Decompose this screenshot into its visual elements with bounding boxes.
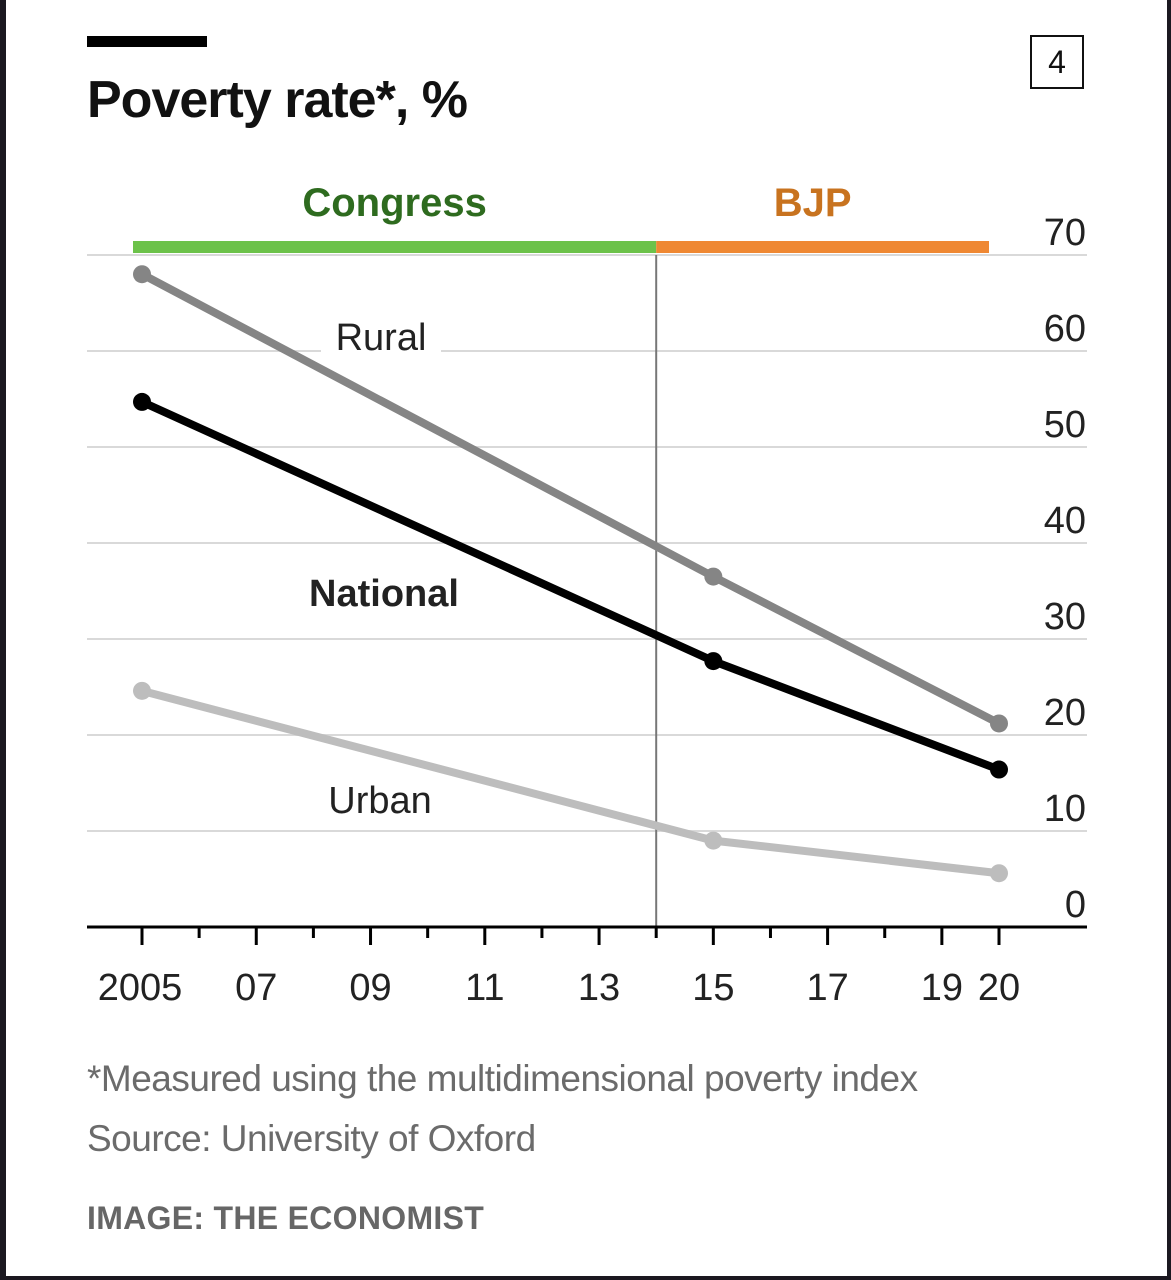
- data-point-urban: [704, 831, 723, 850]
- y-tick-label: 70: [1044, 212, 1086, 254]
- economist-top-rule: [87, 36, 207, 47]
- y-tick-label: 0: [1065, 884, 1086, 926]
- data-point-national: [990, 760, 1008, 779]
- data-point-rural: [133, 265, 151, 284]
- data-point-urban: [990, 864, 1008, 883]
- x-tick-label: 17: [806, 967, 848, 1009]
- series-label-national: National: [309, 573, 459, 615]
- x-tick-label: 11: [465, 967, 504, 1009]
- x-tick-label: 15: [692, 967, 734, 1009]
- data-point-rural: [704, 567, 723, 586]
- series-line-national: [138, 397, 1003, 774]
- period-label-congress: Congress: [302, 181, 487, 225]
- chart-number-badge: 4: [1030, 35, 1084, 89]
- source-note: Source: University of Oxford: [87, 1118, 536, 1159]
- series-label-bg: [321, 314, 441, 360]
- x-tick-label: 19: [921, 967, 963, 1009]
- data-point-national: [704, 652, 723, 671]
- series-line-rural: [138, 270, 1003, 728]
- y-tick-label: 40: [1044, 500, 1086, 542]
- y-tick-label: 20: [1044, 692, 1086, 734]
- data-point-rural: [990, 714, 1008, 733]
- y-tick-label: 50: [1044, 404, 1086, 446]
- chart-title: Poverty rate*, %: [87, 71, 468, 129]
- x-tick-label: 2005: [98, 967, 183, 1009]
- data-point-urban: [133, 681, 151, 700]
- footnote: *Measured using the multidimensional pov…: [87, 1058, 918, 1099]
- poverty-line-chart: 0 10 20 30 40 50 60 70 Congress BJP 2005 07 09 11 13 15…: [87, 181, 1087, 1009]
- y-tick-label: 30: [1044, 596, 1086, 638]
- series-label-rural: Rural: [336, 317, 427, 359]
- period-bar-congress: [133, 241, 657, 253]
- period-bar-bjp: [656, 241, 989, 253]
- y-tick-label: 10: [1044, 788, 1086, 830]
- x-tick-label: 20: [978, 967, 1020, 1009]
- image-credit: IMAGE: THE ECONOMIST: [87, 1200, 485, 1236]
- x-tick-label: 07: [235, 967, 277, 1009]
- x-tick-label: 13: [578, 967, 620, 1009]
- y-tick-label: 60: [1044, 308, 1086, 350]
- x-tick-label: 09: [349, 967, 391, 1009]
- series-label-urban: Urban: [328, 780, 432, 822]
- period-label-bjp: BJP: [774, 181, 852, 225]
- data-point-national: [133, 392, 151, 411]
